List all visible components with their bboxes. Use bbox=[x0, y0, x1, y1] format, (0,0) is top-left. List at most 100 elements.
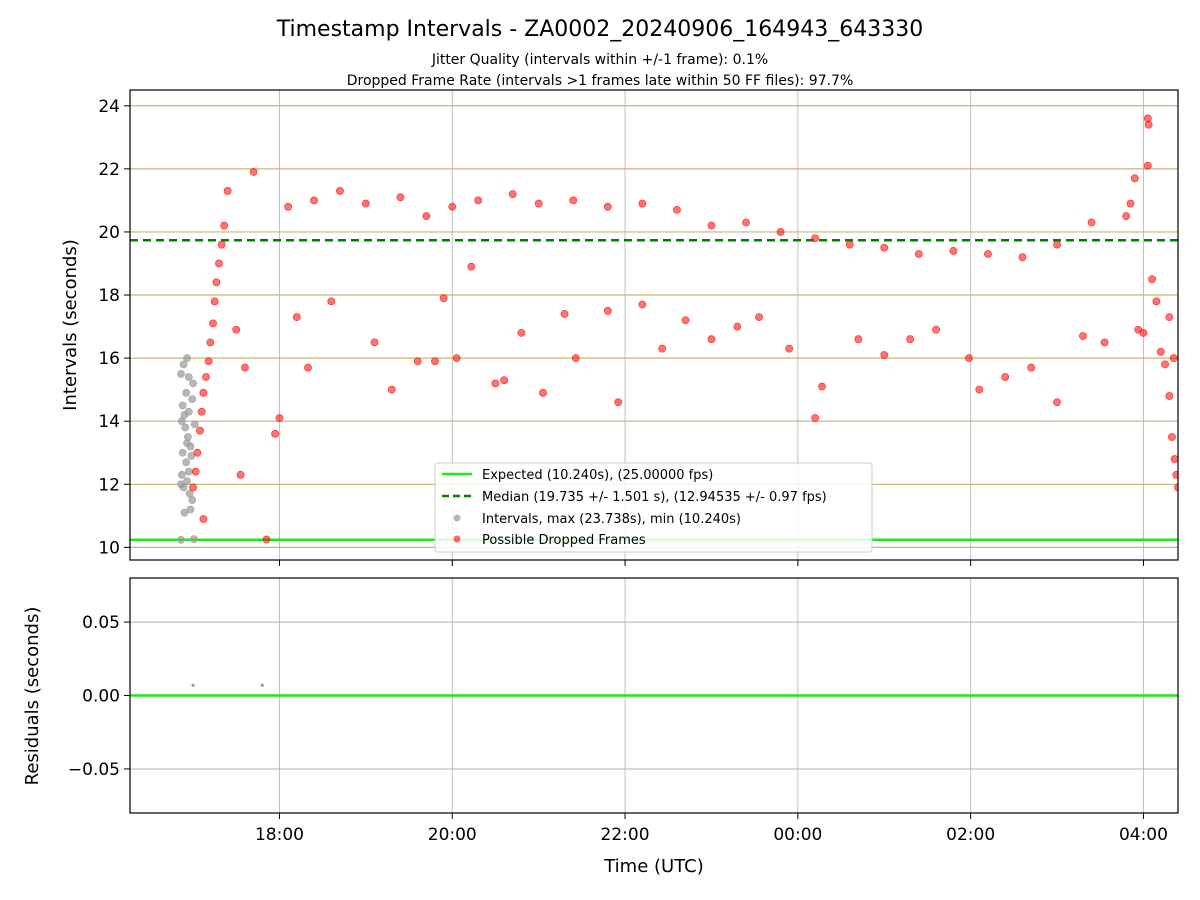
top-panel: 10 12 14 16 18 20 22 24 Intervals (seconds) Exp… bbox=[60, 89, 1179, 566]
x-tick-label: 18:00 bbox=[255, 825, 304, 845]
dropped-frame-point bbox=[1122, 212, 1131, 221]
dropped-frame-point bbox=[310, 196, 318, 205]
dropped-frame-point bbox=[932, 325, 940, 334]
dropped-frame-point bbox=[220, 221, 229, 230]
interval-point bbox=[188, 395, 197, 404]
x-tick-label: 04:00 bbox=[1119, 825, 1168, 845]
dropped-frame-point bbox=[658, 344, 667, 353]
chart-subtitle-jitter: Jitter Quality (intervals within +/-1 fr… bbox=[431, 52, 768, 68]
interval-point bbox=[179, 360, 188, 369]
dropped-frame-point bbox=[236, 470, 245, 479]
dropped-frame-point bbox=[422, 212, 431, 221]
chart-title: Timestamp Intervals - ZA0002_20240906_16… bbox=[276, 17, 924, 42]
interval-point bbox=[177, 470, 186, 479]
interval-point bbox=[187, 452, 196, 460]
dropped-frame-point bbox=[336, 187, 344, 195]
interval-point bbox=[190, 420, 199, 429]
dropped-frame-point bbox=[1100, 338, 1109, 347]
dropped-frame-point bbox=[681, 316, 690, 325]
dropped-frame-point bbox=[215, 259, 223, 268]
dropped-frame-point bbox=[755, 313, 763, 322]
dropped-frame-point bbox=[811, 234, 820, 243]
interval-point bbox=[183, 439, 191, 448]
interval-point bbox=[181, 423, 190, 432]
dropped-frame-point bbox=[906, 335, 915, 344]
dropped-frame-point bbox=[707, 335, 716, 344]
dropped-frame-point bbox=[1165, 313, 1174, 322]
dropped-frame-point bbox=[1139, 328, 1148, 337]
dropped-frame-point bbox=[199, 515, 208, 523]
top-y-tick-label: 20 bbox=[98, 223, 120, 243]
residual-point bbox=[260, 683, 264, 687]
legend-label-intervals: Intervals, max (23.738s), min (10.240s) bbox=[482, 512, 741, 527]
top-y-axis-label: Intervals (seconds) bbox=[60, 239, 81, 411]
dropped-frame-point bbox=[1143, 161, 1152, 170]
dropped-frame-point bbox=[603, 202, 612, 211]
dropped-frame-point bbox=[560, 310, 569, 318]
bottom-y-tick-label: 0.00 bbox=[82, 687, 120, 707]
dropped-frame-point bbox=[1170, 455, 1178, 463]
interval-point bbox=[189, 379, 197, 388]
interval-point bbox=[190, 535, 198, 544]
dropped-frame-point bbox=[776, 228, 785, 236]
dropped-frame-point bbox=[1156, 347, 1165, 356]
bottom-panel: 0.05 0.00 −0.05 18:00 20:00 22:00 00:00 02:00 0… bbox=[22, 577, 1179, 877]
top-y-tick-label: 14 bbox=[98, 412, 120, 432]
dropped-frame-point bbox=[1018, 253, 1027, 262]
legend-swatch-dropped bbox=[453, 535, 461, 543]
top-y-tick-label: 16 bbox=[98, 349, 120, 369]
legend-swatch-intervals bbox=[453, 514, 461, 522]
dropped-frame-point bbox=[202, 373, 210, 381]
top-y-tick-label: 10 bbox=[98, 538, 120, 558]
dropped-frame-point bbox=[1152, 297, 1161, 306]
legend-box bbox=[434, 462, 873, 553]
dropped-frame-point bbox=[196, 426, 204, 435]
legend-label-median: Median (19.735 +/- 1.501 s), (12.94535 +… bbox=[482, 490, 827, 505]
dropped-frame-point bbox=[217, 240, 226, 249]
dropped-frame-point bbox=[733, 322, 742, 331]
dropped-frame-point bbox=[672, 205, 681, 214]
dropped-frame-point bbox=[539, 388, 547, 397]
dropped-frame-point bbox=[845, 240, 854, 249]
dropped-frame-point bbox=[880, 243, 889, 252]
interval-point bbox=[182, 458, 191, 467]
dropped-frame-point bbox=[571, 354, 580, 363]
dropped-frame-point bbox=[914, 250, 923, 258]
interval-point bbox=[183, 354, 191, 363]
top-y-tick-label: 24 bbox=[98, 97, 120, 117]
dropped-frame-point bbox=[474, 196, 483, 205]
dropped-frame-point bbox=[1053, 398, 1061, 407]
dropped-frame-point bbox=[193, 448, 202, 457]
interval-point bbox=[186, 505, 195, 514]
bottom-scatter-points bbox=[191, 683, 264, 687]
dropped-frame-point bbox=[284, 202, 293, 211]
dropped-frame-point bbox=[707, 221, 716, 230]
dropped-frame-point bbox=[271, 429, 280, 438]
dropped-frame-point bbox=[1165, 392, 1174, 400]
dropped-frame-point bbox=[742, 218, 750, 227]
dropped-frame-point bbox=[811, 414, 820, 422]
legend-label-dropped: Possible Dropped Frames bbox=[482, 533, 646, 548]
dropped-frame-point bbox=[569, 196, 578, 205]
interval-point bbox=[178, 401, 187, 410]
interval-point bbox=[183, 477, 191, 486]
x-tick-label: 00:00 bbox=[773, 825, 822, 845]
interval-point bbox=[188, 496, 197, 504]
top-scatter-points bbox=[177, 114, 1178, 544]
dropped-frame-point bbox=[491, 379, 500, 388]
top-y-tick-label: 12 bbox=[98, 475, 120, 495]
dropped-frame-point bbox=[199, 388, 208, 397]
dropped-frame-point bbox=[223, 187, 232, 195]
dropped-frame-point bbox=[1169, 354, 1178, 363]
top-y-tick-label: 22 bbox=[98, 160, 120, 180]
dropped-frame-point bbox=[413, 357, 422, 366]
dropped-frame-point bbox=[204, 357, 213, 366]
top-grid-y bbox=[130, 105, 1178, 548]
dropped-frame-point bbox=[396, 193, 405, 202]
dropped-frame-point bbox=[448, 202, 457, 211]
dropped-frame-point bbox=[1126, 199, 1135, 208]
dropped-frame-point bbox=[210, 297, 219, 306]
dropped-frame-point bbox=[209, 319, 217, 328]
dropped-frame-point bbox=[508, 190, 517, 198]
dropped-frame-point bbox=[304, 363, 312, 372]
